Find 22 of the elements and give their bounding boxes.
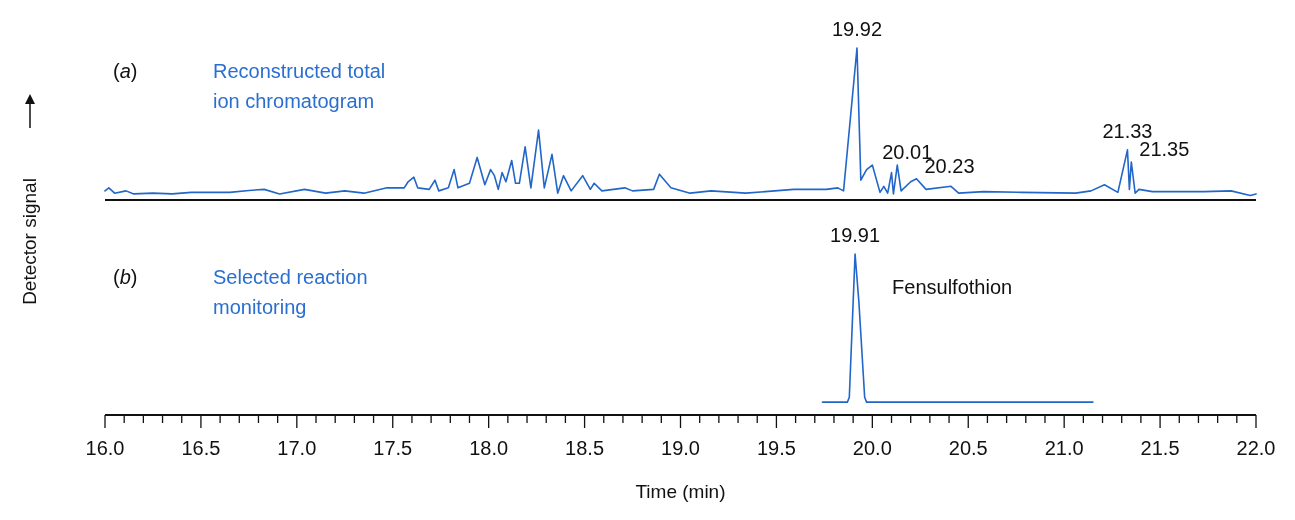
text: Reconstructed total ion chromatogram <box>213 60 386 112</box>
text: Selected reaction monitoring <box>213 266 368 318</box>
x-tick-label: 21.5 <box>1140 437 1180 459</box>
x-tick-label: 18.0 <box>469 437 509 459</box>
x-tick-label: 21.0 <box>1044 437 1084 459</box>
x-tick-label: 20.0 <box>852 437 892 459</box>
x-tick-label: 16.5 <box>181 437 221 459</box>
x-tick-label: 17.0 <box>277 437 317 459</box>
annotation: Fensulfothion <box>892 276 1013 299</box>
x-tick-label: 19.5 <box>756 437 796 459</box>
x-tick-label: 16.0 <box>85 437 125 459</box>
x-tick-label: 18.5 <box>565 437 605 459</box>
text: (b) <box>113 266 138 288</box>
annotation: 19.92 <box>831 18 883 40</box>
text: (a) <box>113 60 138 82</box>
x-tick-label: 20.5 <box>948 437 988 459</box>
x-tick-label: 17.5 <box>373 437 413 459</box>
y-axis-title: Detector signal <box>19 178 40 305</box>
annotation: 19.91 <box>830 224 881 246</box>
x-tick-label: 22.0 <box>1236 437 1276 459</box>
x-tick-label: 19.0 <box>661 437 700 459</box>
x-axis-title: Time (min) <box>635 481 726 502</box>
